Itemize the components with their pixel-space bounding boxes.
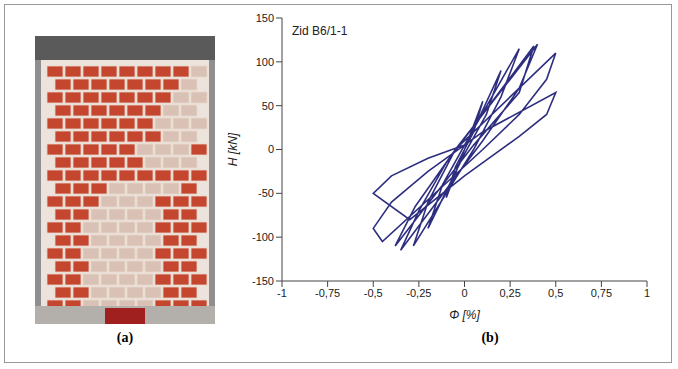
svg-text:50: 50: [262, 100, 274, 112]
svg-text:-0,5: -0,5: [364, 287, 383, 299]
svg-text:-0,25: -0,25: [406, 287, 431, 299]
html-text:(a): (a): [116, 330, 134, 345]
svg-text:1: 1: [644, 287, 650, 299]
svg-text:0,75: 0,75: [591, 287, 612, 299]
svg-text:0: 0: [268, 143, 274, 155]
svg-text:0: 0: [461, 287, 467, 299]
svg-text:100: 100: [256, 56, 274, 68]
svg-text:-0,75: -0,75: [315, 287, 340, 299]
svg-text:-50: -50: [258, 187, 274, 199]
html-text:(b): (b): [481, 330, 499, 345]
svg-text:0,5: 0,5: [548, 287, 563, 299]
svg-text:150: 150: [256, 12, 274, 24]
svg-text:-100: -100: [252, 231, 274, 243]
svg-text:0,25: 0,25: [499, 287, 520, 299]
html-text:Zid B6/1-1: Zid B6/1-1: [292, 24, 348, 38]
svg-text:H [kN]: H [kN]: [226, 132, 240, 166]
svg-text:-1: -1: [277, 287, 287, 299]
svg-text:Φ [%]: Φ [%]: [449, 308, 480, 322]
svg-text:-150: -150: [252, 275, 274, 287]
